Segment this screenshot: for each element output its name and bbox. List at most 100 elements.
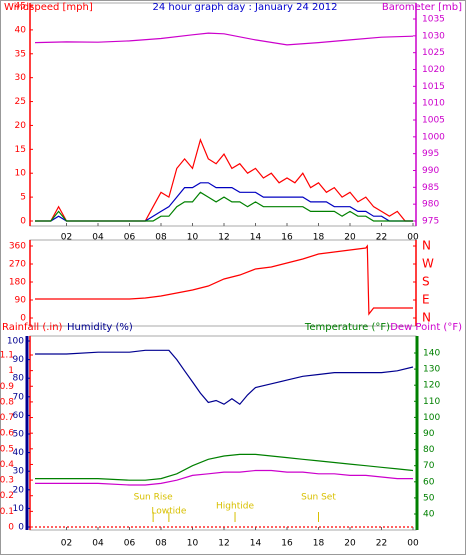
x-tick-label: 18	[313, 539, 325, 549]
x-tick-label: 04	[92, 539, 104, 549]
y-tick-label: 0	[8, 523, 14, 533]
annotation: Hightide	[216, 502, 254, 512]
x-tick-label: 00	[407, 539, 419, 549]
y-tick-label: 80	[13, 374, 25, 384]
y-tick-label: 110	[423, 397, 440, 407]
y-tick-label: 30	[13, 467, 25, 477]
axis-title: Humidity (%)	[67, 322, 133, 333]
axis-title: Dew Point (°F)	[390, 322, 462, 333]
x-tick-label: 10	[187, 233, 199, 243]
y-tick-label: 0.8	[0, 397, 14, 407]
y-tick-label: 0	[20, 314, 26, 324]
y-tick-label: 100	[423, 413, 440, 423]
y-tick-label: 1	[8, 366, 14, 376]
annotation: Sun Set	[301, 493, 336, 503]
x-tick-label: 04	[92, 233, 104, 243]
y-tick-label: 0.1	[0, 507, 14, 517]
x-tick-label: 22	[376, 539, 387, 549]
y-tick-label: 20	[15, 121, 27, 131]
y-tick-label: 120	[423, 381, 440, 391]
y-tick-label: 90	[423, 429, 435, 439]
y-tick-label: 0	[18, 523, 24, 533]
x-tick-label: 06	[124, 233, 136, 243]
x-tick-label: 02	[61, 539, 72, 549]
y-tick-label: 80	[423, 445, 435, 455]
y-tick-label: 1015	[422, 82, 445, 92]
y-tick-label: 1030	[422, 31, 445, 41]
plot-frame	[29, 239, 417, 327]
y-tick-label: 0.6	[0, 429, 14, 439]
series-line	[35, 244, 413, 316]
axis-title: 24 hour graph day : January 24 2012	[153, 2, 338, 13]
y-tick-label: 10	[15, 169, 27, 179]
y-tick-label: 180	[9, 278, 26, 288]
y-tick-label: 40	[15, 25, 27, 35]
axis-title: Temperature (°F)	[304, 322, 390, 333]
x-tick-label: 14	[250, 233, 262, 243]
y-tick-label: 0.7	[0, 413, 14, 423]
y-tick-label: 360	[9, 242, 26, 252]
y-tick-label: 1035	[422, 15, 445, 25]
y-tick-label: 0	[20, 217, 26, 227]
y-tick-label: 1000	[422, 132, 445, 142]
series-line	[35, 469, 413, 486]
series-line	[35, 453, 414, 481]
y-tick-label: 975	[422, 217, 439, 227]
x-tick-label: 20	[344, 233, 356, 243]
y-tick-label: 90	[13, 355, 25, 365]
y-tick-label: 0.2	[0, 491, 14, 501]
y-tick-label: 20	[13, 485, 25, 495]
y-tick-label: 1020	[422, 65, 445, 75]
x-tick-label: 08	[155, 539, 167, 549]
x-tick-label: 08	[155, 233, 167, 243]
x-tick-label: 12	[218, 233, 229, 243]
x-tick-label: 12	[218, 539, 229, 549]
y-tick-label: 0.5	[0, 444, 14, 454]
y-tick-label: 50	[13, 430, 25, 440]
y-tick-label: 25	[15, 97, 26, 107]
annotation: Sun Rise	[134, 493, 173, 503]
y-tick-label: 1005	[422, 116, 445, 126]
x-tick-label: 10	[187, 539, 199, 549]
x-tick-label: 18	[313, 233, 325, 243]
y-tick-label: 40	[13, 448, 25, 458]
y-tick-label: 270	[9, 260, 26, 270]
axis-title: Rainfall (.in)	[2, 322, 63, 333]
y-tick-label: 980	[422, 200, 439, 210]
y-tick-label: 5	[20, 193, 26, 203]
y-tick-label: 45	[15, 2, 26, 12]
y-tick-label: 1025	[422, 48, 445, 58]
x-tick-label: 22	[376, 233, 387, 243]
y-tick-label: 990	[422, 166, 439, 176]
y-tick-label: 60	[423, 477, 435, 487]
series-line	[35, 191, 413, 222]
y-tick-label: S	[422, 275, 430, 289]
y-tick-label: 15	[15, 145, 26, 155]
x-tick-label: 16	[281, 539, 293, 549]
y-tick-label: 90	[15, 296, 27, 306]
y-tick-label: 70	[423, 461, 435, 471]
y-tick-label: 60	[13, 411, 25, 421]
y-tick-label: 995	[422, 149, 439, 159]
y-tick-label: 140	[423, 349, 440, 359]
series-line	[35, 349, 414, 406]
y-tick-label: N	[422, 239, 431, 253]
y-tick-label: 100	[7, 337, 24, 347]
x-tick-label: 02	[61, 233, 72, 243]
plot-frame	[29, 2, 417, 227]
x-tick-label: 20	[344, 539, 356, 549]
y-tick-label: W	[422, 257, 434, 271]
y-tick-label: 70	[13, 392, 25, 402]
y-tick-label: E	[422, 293, 430, 307]
y-tick-label: 40	[423, 510, 435, 520]
y-tick-label: 1.1	[0, 351, 14, 361]
y-tick-label: 0.3	[0, 476, 14, 486]
x-tick-label: 14	[250, 539, 262, 549]
plot-frame	[29, 335, 417, 531]
annotation: Lowtide	[151, 507, 186, 517]
axis-title: Barometer [mb]	[382, 2, 462, 13]
y-tick-label: 0.9	[0, 382, 14, 392]
y-tick-label: N	[422, 311, 431, 325]
y-tick-label: 1010	[422, 99, 445, 109]
